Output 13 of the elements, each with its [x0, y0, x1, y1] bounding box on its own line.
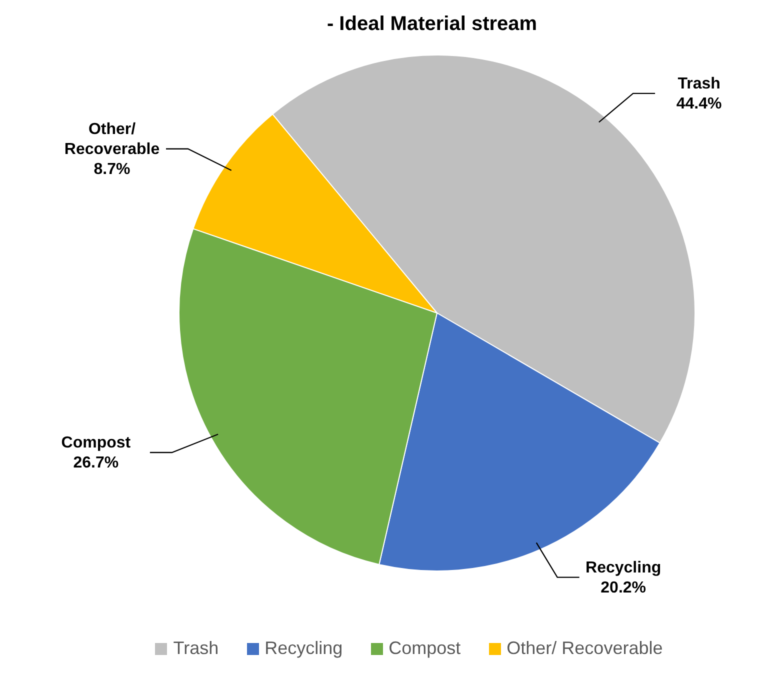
legend-label: Other/ Recoverable	[506, 638, 663, 659]
slice-label: Recycling	[586, 559, 662, 576]
chart-title: - Ideal Material stream	[326, 13, 538, 35]
slice-label: Trash	[678, 75, 720, 92]
legend-label: Compost	[388, 638, 461, 659]
legend-label: Recycling	[264, 638, 343, 659]
data-label: 8.7%	[94, 160, 130, 178]
data-label: 20.2%	[600, 579, 646, 596]
legend-label: Trash	[172, 638, 219, 659]
data-label: 44.4%	[676, 95, 722, 112]
slice-label: Compost	[61, 434, 132, 452]
data-label: 26.7%	[73, 454, 119, 472]
slice-label: Other/ Recoverable	[64, 120, 160, 158]
